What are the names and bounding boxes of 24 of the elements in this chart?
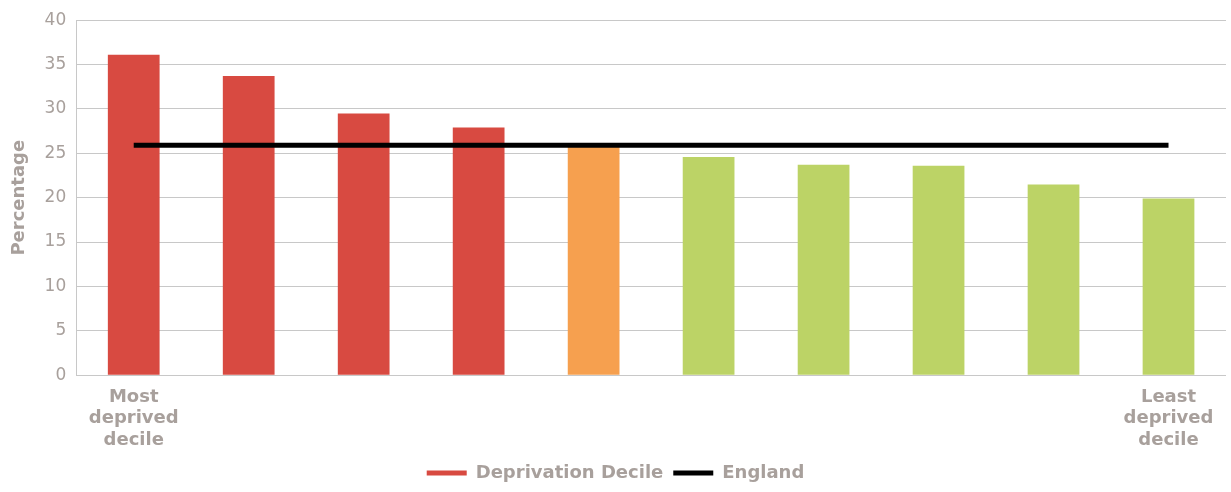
y-tick-label: 20 <box>44 186 67 207</box>
y-tick-label: 25 <box>44 141 67 162</box>
y-tick-label: 35 <box>44 53 67 73</box>
x-tick-label: Most deprived decile <box>88 384 179 449</box>
y-tick-label: 10 <box>44 274 67 295</box>
y-tick-label: 40 <box>44 8 67 29</box>
y-axis-title: Percentage <box>7 139 29 256</box>
bar <box>337 113 390 375</box>
y-tick-label: 30 <box>44 97 67 118</box>
legend-label: England <box>722 460 805 482</box>
bar <box>797 164 850 375</box>
bar <box>1142 198 1195 375</box>
x-tick-label: Least deprived decile <box>1123 384 1214 449</box>
bar <box>452 127 505 375</box>
y-tick-label: 0 <box>55 363 67 384</box>
bar <box>912 165 965 375</box>
bar <box>1027 184 1080 375</box>
y-tick-label: 15 <box>44 230 67 251</box>
legend-label: Deprivation Decile <box>475 460 664 482</box>
bar <box>107 54 160 375</box>
bar <box>682 156 735 375</box>
bar <box>222 76 275 375</box>
bar <box>567 146 620 375</box>
y-tick-label: 5 <box>55 319 67 340</box>
